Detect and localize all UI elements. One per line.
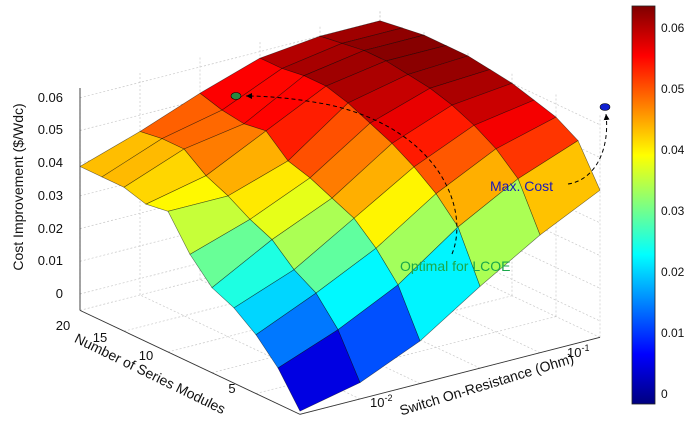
colorbar-tick-label: 0.01	[661, 326, 685, 340]
y-tick-label: 10	[139, 348, 153, 363]
axes-frame	[79, 87, 601, 415]
colorbar-tick-label: 0.05	[661, 82, 685, 96]
grid-line	[379, 233, 601, 338]
y-tick-labels: 5 10 15 20	[56, 318, 236, 396]
optimal-lcoe-label: Optimal for LCOE	[400, 258, 510, 274]
surface-cell	[277, 329, 361, 412]
y-tick-label: 15	[93, 330, 107, 345]
z-tick-label: 0.05	[38, 122, 63, 137]
colorbar-tick-label: 0.02	[661, 265, 685, 279]
y-tick-label: 20	[56, 318, 70, 333]
z-tick-label: 0	[56, 286, 63, 301]
max-cost-marker	[599, 103, 611, 111]
x-tick-labels: 10-2 10-1	[370, 343, 589, 410]
colorbar-gradient	[631, 5, 656, 405]
max-cost-arrow	[567, 113, 610, 185]
colorbar-tick-labels: 0 0.01 0.02 0.03 0.04 0.05 0.06	[661, 21, 685, 401]
y-tick-label: 5	[228, 381, 235, 396]
z-tick-label: 0.06	[38, 90, 63, 105]
x-axis-title: Switch On-Resistance (Ohm)	[398, 350, 576, 418]
z-tick-label: 0.04	[38, 155, 63, 170]
optimal-lcoe-arrow	[245, 93, 458, 255]
axis-line	[299, 336, 601, 415]
x-tick-label: 10-1	[567, 343, 589, 360]
annotation-optimal-lcoe: Optimal for LCOE	[230, 92, 510, 274]
colorbar: 0 0.01 0.02 0.03 0.04 0.05 0.06	[631, 5, 685, 405]
max-cost-label: Max. Cost	[490, 178, 553, 194]
axis-line	[79, 309, 301, 415]
colorbar-tick-label: 0.04	[661, 143, 685, 157]
colorbar-tick-label: 0.03	[661, 204, 685, 218]
z-axis-title: Cost Improvement ($/Wdc)	[10, 103, 26, 270]
optimal-lcoe-marker	[230, 92, 242, 100]
surface-mesh	[79, 20, 601, 412]
z-tick-label: 0.01	[38, 253, 63, 268]
z-tick-label: 0.02	[38, 221, 63, 236]
z-tick-labels: 0 0.01 0.02 0.03 0.04 0.05 0.06	[38, 90, 63, 301]
x-tick-label: 10-2	[370, 393, 392, 410]
colorbar-tick-label: 0.06	[661, 21, 685, 35]
colorbar-tick-label: 0	[661, 387, 668, 401]
annotation-max-cost: Max. Cost	[490, 103, 611, 194]
z-tick-label: 0.03	[38, 188, 63, 203]
